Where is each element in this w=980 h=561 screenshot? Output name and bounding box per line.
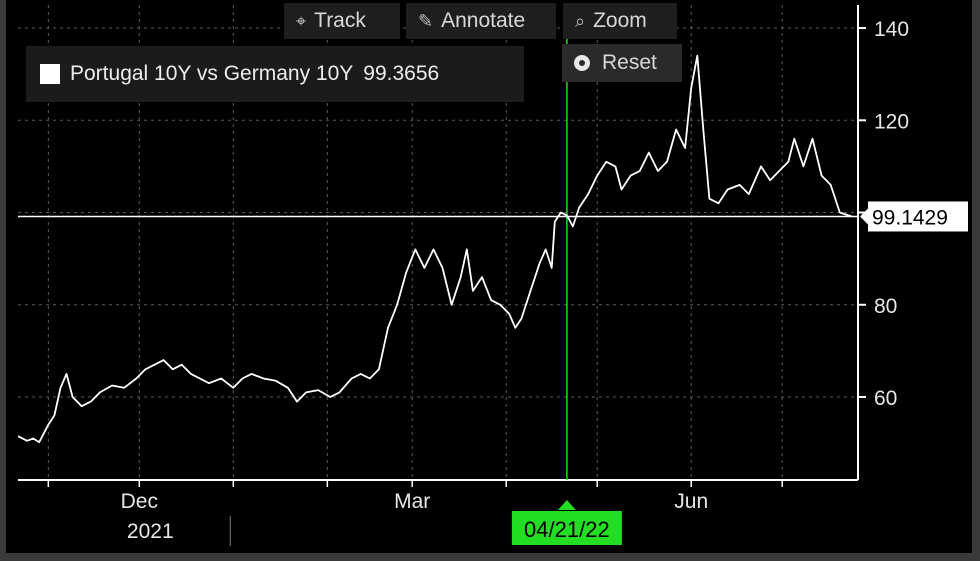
track-button[interactable]: ⌖ Track (284, 3, 400, 39)
legend-series-value: 99.3656 (363, 62, 440, 85)
annotate-label: Annotate (441, 9, 526, 32)
chart-frame: 6080100120140DecMarJun202199.142904/21/2… (6, 0, 972, 553)
reset-button[interactable]: Reset (562, 44, 682, 82)
zoom-label: Zoom (593, 9, 647, 32)
chart-legend: Portugal 10Y vs Germany 10Y 99.3656 (26, 46, 524, 102)
magnifier-icon: ⌕ (575, 10, 586, 32)
y-tick-label: 80 (874, 295, 897, 318)
y-tick-label: 140 (874, 18, 909, 41)
year-label: 2021 (127, 520, 174, 543)
legend-swatch (40, 64, 60, 84)
x-tick-label: Jun (674, 490, 708, 513)
legend-series-label: Portugal 10Y vs Germany 10Y (70, 62, 354, 85)
crosshair-date-pointer (557, 500, 576, 510)
series-line (17, 54, 853, 444)
track-label: Track (314, 9, 366, 32)
crosshair-date-label: 04/21/22 (524, 517, 610, 542)
x-tick-label: Mar (394, 490, 430, 513)
crosshair-icon: ⌖ (296, 10, 307, 32)
radio-dot-icon (574, 55, 590, 71)
x-tick-label: Dec (121, 490, 158, 513)
pencil-icon: ✎ (418, 10, 434, 32)
crosshair-date-tag (511, 511, 622, 545)
reset-label: Reset (602, 51, 657, 74)
y-tick-label: 60 (874, 387, 897, 410)
zoom-button[interactable]: ⌕ Zoom (563, 3, 677, 39)
annotate-button[interactable]: ✎ Annotate (406, 3, 556, 39)
last-value-pointer (860, 208, 868, 225)
chart-svg[interactable]: 6080100120140DecMarJun202199.142904/21/2… (6, 0, 972, 553)
last-value-tag (868, 201, 968, 232)
last-value-tag-label: 99.1429 (872, 206, 948, 229)
y-tick-label: 120 (874, 110, 909, 133)
